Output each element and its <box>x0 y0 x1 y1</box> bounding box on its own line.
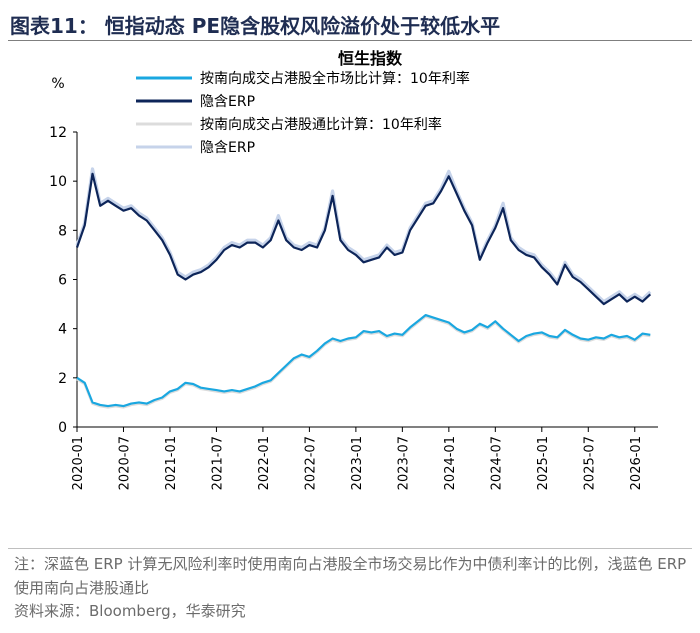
y-tick-label: 6 <box>58 273 67 289</box>
chart-note: 注：深蓝色 ERP 计算无风险利率时使用南向占港股全市场交易比作为中债利率计的比… <box>14 555 687 597</box>
figure-footer: 注：深蓝色 ERP 计算无风险利率时使用南向占港股全市场交易比作为中债利率计的比… <box>8 548 692 628</box>
x-tick-label: 2023-01 <box>350 436 365 490</box>
x-tick-label: 2024-07 <box>489 436 504 490</box>
x-tick-label: 2022-01 <box>257 436 272 490</box>
series-layer <box>75 167 652 409</box>
header-divider <box>8 40 692 41</box>
y-tick-label: 10 <box>49 174 67 190</box>
x-tick-label: 2025-07 <box>582 436 597 490</box>
figure-title: 图表11： 恒指动态 PE隐含股权风险溢价处于较低水平 <box>10 14 501 38</box>
series-line-1 <box>75 172 652 306</box>
figure-header: 图表11： 恒指动态 PE隐含股权风险溢价处于较低水平 <box>8 4 692 41</box>
y-tick-label: 8 <box>58 223 67 239</box>
series-line-0 <box>76 314 651 408</box>
x-tick-label: 2020-07 <box>117 436 132 490</box>
x-tick-label: 2026-01 <box>629 436 644 490</box>
legend-label-1: 隐含ERP <box>200 94 255 110</box>
y-axis-unit-label: % <box>51 76 64 92</box>
y-tick-label: 4 <box>58 322 67 338</box>
y-tick-label: 2 <box>58 371 67 387</box>
data-source: 资料来源：Bloomberg，华泰研究 <box>14 602 246 620</box>
y-tick-label: 0 <box>58 420 67 436</box>
footer-divider <box>8 548 692 549</box>
x-tick-label: 2022-07 <box>303 436 318 490</box>
series-line-3 <box>75 167 652 304</box>
x-tick-label: 2021-07 <box>210 436 225 490</box>
legend-label-0: 按南向成交占港股全市场比计算：10年利率 <box>200 70 470 87</box>
legend-label-3: 隐含ERP <box>200 140 255 156</box>
x-tick-label: 2020-01 <box>71 436 86 490</box>
x-tick-label: 2021-01 <box>164 436 179 490</box>
legend-label-2: 按南向成交占港股通比计算：10年利率 <box>200 116 442 133</box>
x-tick-label: 2025-01 <box>536 436 551 490</box>
chart-title: 恒生指数 <box>338 49 403 68</box>
y-tick-label: 12 <box>49 125 67 141</box>
x-tick-label: 2024-01 <box>443 436 458 490</box>
x-tick-label: 2023-07 <box>396 436 411 490</box>
hsi-erp-line-chart: 恒生指数 % 0 2 4 6 8 10 12 2020-01 2020-07 2021-01 202… <box>49 49 658 490</box>
axes-layer: 0 2 4 6 8 10 12 2020-01 2020-07 2021-01 2021-07 202… <box>49 125 658 490</box>
